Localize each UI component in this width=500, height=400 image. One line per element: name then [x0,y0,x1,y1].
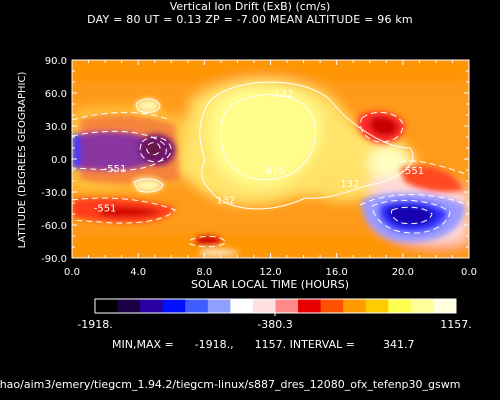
file-path: /hao/aim3/emery/tiegcm_1.94.2/tiegcm-lin… [0,378,461,391]
colorbar-swatch [117,299,141,313]
contour-label: -551 [104,164,127,175]
x-tick-label: 4.0 [130,267,146,278]
colorbar-swatch [185,299,209,313]
colorbar-swatch [275,299,299,313]
y-tick-label: -30.0 [41,188,67,199]
colorbar-swatch [162,299,186,313]
y-tick-label: -90.0 [41,254,67,265]
contour-label: -551 [94,203,117,214]
plot-area [72,60,469,258]
colorbar-mid-label: -380.3 [257,318,292,331]
colorbar-swatch [433,299,457,313]
axis-ticks [71,59,470,259]
chart-title: Vertical Ion Drift (ExB) (cm/s) [169,0,331,13]
colorbar [95,299,457,313]
colorbar-swatch [343,299,367,313]
contour-label: -551 [401,166,424,177]
colorbar-swatch [388,299,412,313]
contour-label: 132 [340,179,359,190]
colorbar-min-label: -1918. [77,318,112,331]
chart-subtitle: DAY = 80 UT = 0.13 ZP = -7.00 MEAN ALTIT… [87,13,413,26]
colorbar-swatch [298,299,322,313]
chart-stats: MIN,MAX = -1918., 1157. INTERVAL = 341.7 [112,338,414,351]
y-tick-label: 30.0 [45,122,67,133]
contour-label: 816 [266,166,285,177]
colorbar-swatch [365,299,389,313]
colorbar-swatch [230,299,254,313]
colorbar-swatch [207,299,231,313]
x-axis-label: SOLAR LOCAL TIME (HOURS) [191,278,349,291]
contour-label: 132 [216,196,235,207]
contour-labels: 132 -551 816 132 132 -551 -551 [94,89,424,214]
colorbar-swatch [320,299,344,313]
colorbar-swatch [252,299,276,313]
y-tick-label: -60.0 [41,221,67,232]
x-tick-label: 20.0 [392,267,414,278]
colorbar-swatch [410,299,434,313]
y-tick-labels: 90.0 60.0 30.0 0.0 -30.0 -60.0 -90.0 [41,56,67,265]
x-tick-label: 12.0 [259,267,281,278]
colorbar-swatch [140,299,164,313]
x-tick-label: 0.0 [64,267,80,278]
x-tick-label: 8.0 [196,267,212,278]
colorbar-swatch [95,299,119,313]
y-axis-label: LATITUDE (DEGREES GEOGRAPHIC) [17,72,28,249]
colorbar-max-label: 1157. [440,318,472,331]
x-tick-label: 16.0 [326,267,348,278]
y-tick-label: 60.0 [45,89,67,100]
y-tick-label: 90.0 [45,56,67,67]
contour-label: 132 [274,89,293,100]
x-tick-label: 0.0 [461,267,477,278]
x-tick-labels: 0.0 4.0 8.0 12.0 16.0 20.0 0.0 [64,267,477,278]
y-tick-label: 0.0 [51,155,67,166]
